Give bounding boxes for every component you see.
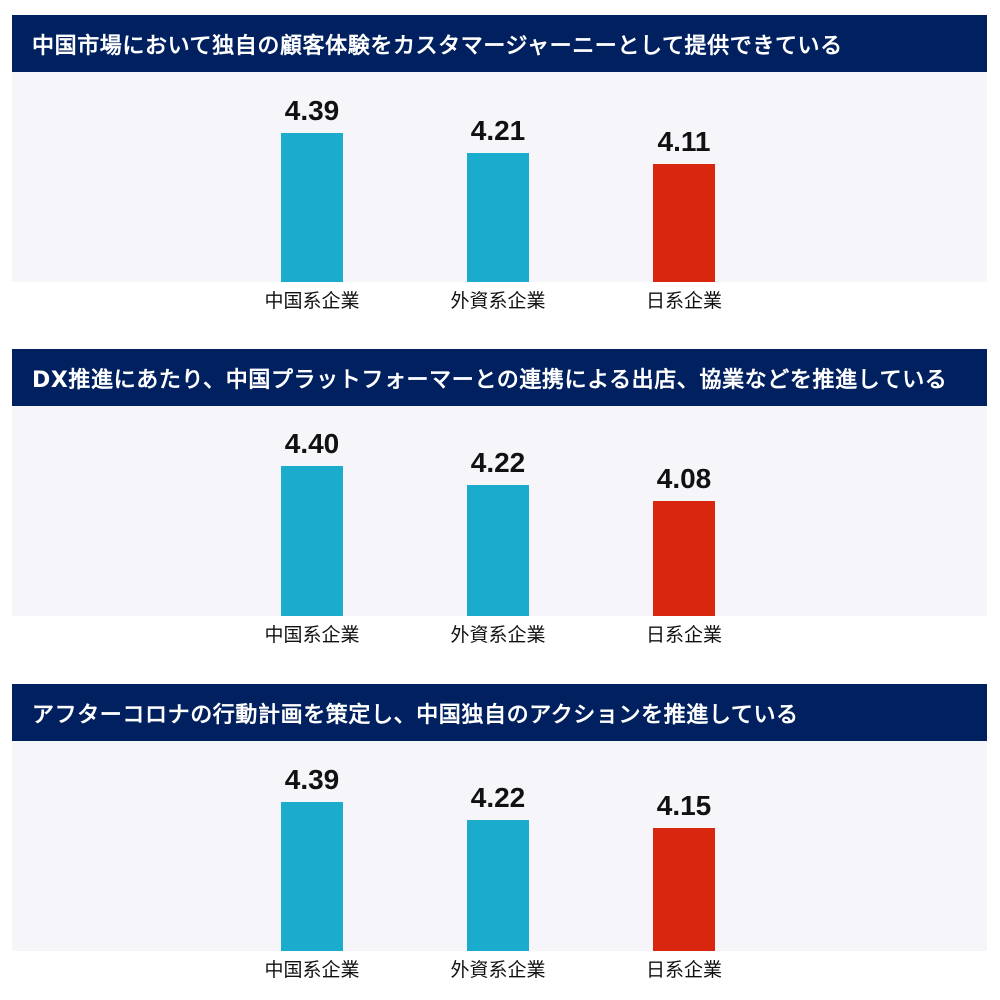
plot-area: 4.39 4.21 4.11 — [12, 72, 987, 282]
bar-3 — [653, 828, 715, 951]
bar-value-label: 4.15 — [656, 790, 712, 821]
bar-value-label: 4.08 — [656, 463, 712, 494]
plot-area: 4.40 4.22 4.08 — [12, 406, 987, 616]
category-label: 中国系企業 — [264, 959, 360, 981]
plot-area: 4.39 4.22 4.15 — [12, 741, 987, 951]
bar-2 — [467, 153, 529, 282]
category-label: 日系企業 — [645, 290, 722, 312]
bar-value-label: 4.39 — [284, 764, 340, 795]
bar-value-label: 4.22 — [470, 782, 526, 813]
bar-value-label: 4.21 — [470, 115, 526, 146]
panel-title: DX推進にあたり、中国プラットフォーマーとの連携による出店、協業などを推進してい… — [12, 349, 987, 406]
bar-2 — [467, 820, 529, 951]
bar-1 — [281, 802, 343, 951]
category-label: 日系企業 — [645, 959, 722, 981]
category-label: 日系企業 — [645, 624, 722, 646]
panel-title: 中国市場において独自の顧客体験をカスタマージャーニーとして提供できている — [12, 15, 987, 72]
category-label: 中国系企業 — [264, 624, 360, 646]
bar-1 — [281, 133, 343, 282]
category-label: 外資系企業 — [450, 624, 546, 646]
bar-2 — [467, 485, 529, 616]
category-label: 中国系企業 — [264, 290, 360, 312]
bar-1 — [281, 466, 343, 616]
panel-title: アフターコロナの行動計画を策定し、中国独自のアクションを推進している — [12, 684, 987, 741]
bar-value-label: 4.11 — [657, 126, 711, 157]
bar-3 — [653, 501, 715, 616]
category-label: 外資系企業 — [450, 959, 546, 981]
bar-value-label: 4.39 — [284, 95, 340, 126]
bar-3 — [653, 164, 715, 282]
category-label: 外資系企業 — [450, 290, 546, 312]
bar-value-label: 4.40 — [284, 428, 340, 459]
bar-value-label: 4.22 — [470, 447, 526, 478]
